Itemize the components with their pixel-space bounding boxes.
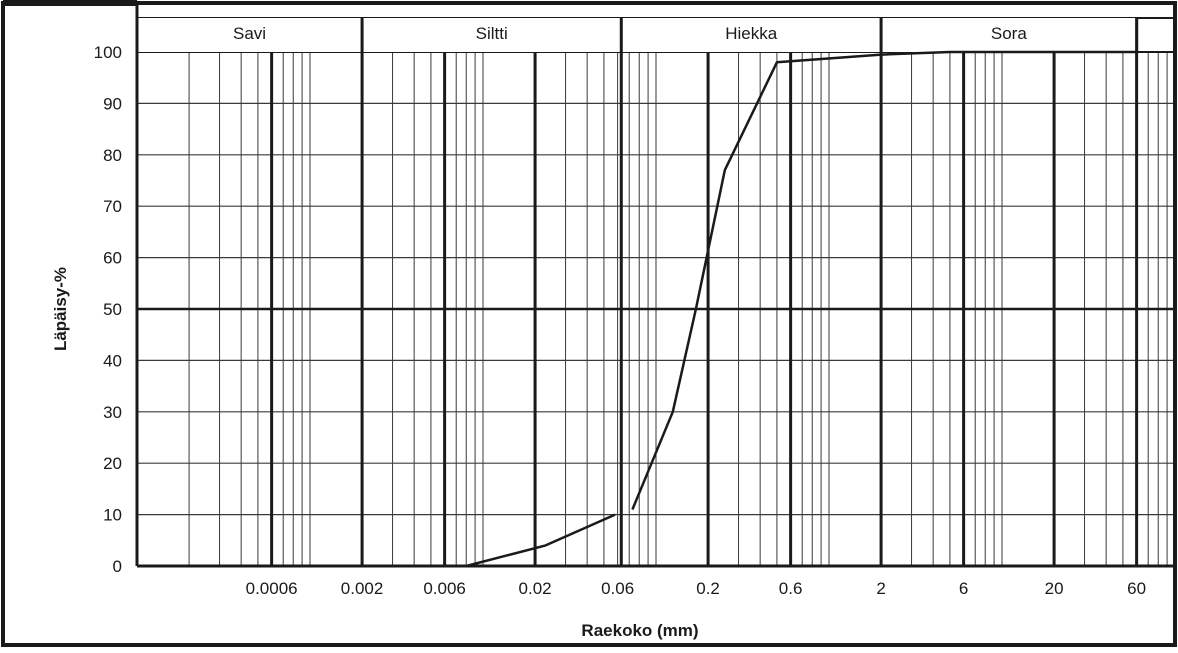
soil-band-header: Savi Siltti Hiekka Sora — [135, 17, 1175, 52]
major-grid — [135, 18, 1175, 568]
band-cell — [362, 18, 622, 52]
band-cell — [881, 18, 1137, 52]
grading-curve-segment-1 — [465, 513, 616, 568]
x-tick-label: 0.2 — [696, 579, 720, 598]
x-axis-title: Raekoko (mm) — [581, 621, 698, 640]
y-tick-label: 100 — [94, 43, 122, 62]
band-label-savi: Savi — [233, 24, 266, 43]
band-cell — [137, 18, 363, 52]
y-tick-label: 50 — [103, 300, 122, 319]
x-tick-label: 0.02 — [519, 579, 552, 598]
y-axis-ticks: 0 10 20 30 40 50 60 70 80 90 100 — [94, 43, 122, 576]
x-tick-label: 0.6 — [779, 579, 803, 598]
band-label-sora: Sora — [991, 24, 1027, 43]
y-tick-label: 40 — [103, 351, 122, 370]
x-tick-label: 2 — [876, 579, 885, 598]
x-tick-label: 0.006 — [423, 579, 466, 598]
x-tick-label: 0.06 — [601, 579, 634, 598]
y-tick-label: 60 — [103, 249, 122, 268]
y-tick-label: 10 — [103, 506, 122, 525]
band-label-siltti: Siltti — [476, 24, 508, 43]
band-label-hiekka: Hiekka — [725, 24, 778, 43]
y-tick-label: 20 — [103, 454, 122, 473]
y-tick-label: 70 — [103, 197, 122, 216]
x-axis-ticks: 0.0006 0.002 0.006 0.02 0.06 0.2 0.6 2 6 20 60 — [246, 579, 1146, 598]
y-tick-label: 80 — [103, 146, 122, 165]
series-layer — [465, 50, 1137, 568]
x-tick-label: 0.002 — [341, 579, 384, 598]
y-tick-label: 0 — [113, 557, 122, 576]
x-tick-label: 6 — [959, 579, 968, 598]
x-tick-label: 0.0006 — [246, 579, 298, 598]
y-tick-label: 90 — [103, 94, 122, 113]
x-tick-label: 60 — [1127, 579, 1146, 598]
grading-curve-segment-2 — [631, 50, 1137, 510]
x-tick-label: 20 — [1045, 579, 1064, 598]
y-tick-label: 30 — [103, 403, 122, 422]
y-axis-title: Läpäisy-% — [51, 267, 70, 351]
band-cell — [621, 18, 882, 52]
